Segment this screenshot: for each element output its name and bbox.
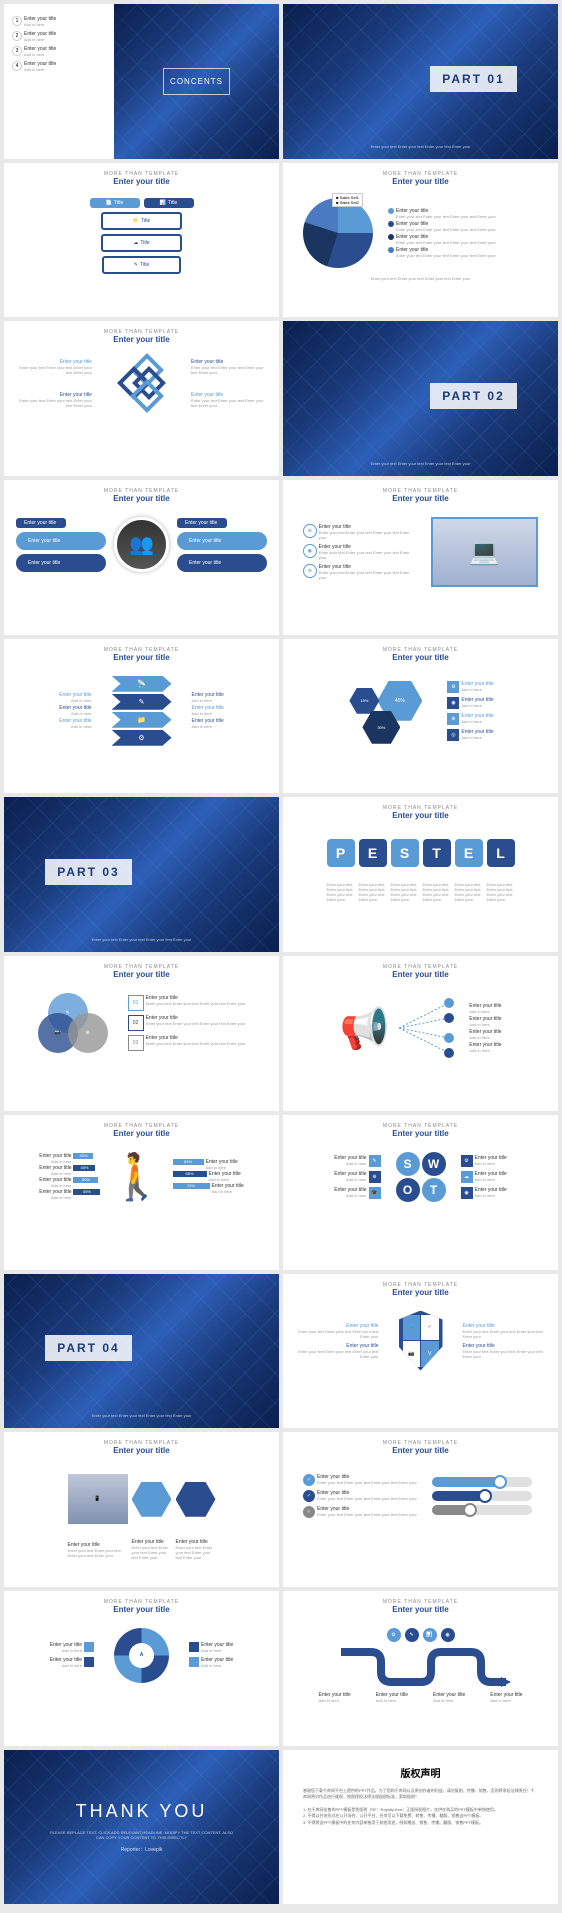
- tag-outline: 📁Title: [101, 212, 183, 230]
- slide-contents: 1Enter your titleAdd in here 2Enter your…: [4, 4, 279, 159]
- slide-8: MORE THAN TEMPLATEEnter your title ⊕Ente…: [283, 480, 558, 635]
- tag-outline: ✎Title: [102, 256, 181, 274]
- slide-hexagon: MORE THAN TEMPLATEEnter your title 45% 1…: [283, 639, 558, 794]
- toc-item: 1Enter your titleAdd in here: [12, 16, 106, 27]
- arrow-stack: 📡 ✎ 📁 ⚙: [112, 676, 172, 746]
- slide-9: MORE THAN TEMPLATEEnter your title Enter…: [4, 639, 279, 794]
- tag-box: 📄Title: [90, 198, 140, 208]
- megaphone-icon: 📢: [339, 1005, 389, 1052]
- hex-shape: [176, 1482, 216, 1517]
- tag-outline: ☁Title: [101, 234, 181, 252]
- serpentine-path: [331, 1642, 511, 1692]
- shield-graphic: 🐦 ✓ 📷 V: [399, 1311, 443, 1371]
- tablet-image: 📱: [68, 1474, 128, 1524]
- slide-pie: MORE THAN TEMPLATEEnter your title ■ Sal…: [283, 163, 558, 318]
- toc-item: 4Enter your titleAdd in here: [12, 61, 106, 72]
- copyright-text: 感谢您下载千库网平台上提供的PPT作品。为了您和千库网以及原创作者的利益，请勿复…: [283, 1788, 558, 1826]
- contents-title: CONCENTS: [163, 68, 230, 95]
- slide-megaphone: MORE THAN TEMPLATEEnter your title 📢 Ent…: [283, 956, 558, 1111]
- toc-item: 3Enter your titleAdd in here: [12, 46, 106, 57]
- slide-serpentine: MORE THAN TEMPLATEEnter your title ⚙ ✎ 📊…: [283, 1591, 558, 1746]
- slide-part01: PART 01 Enter your text Enter your text …: [283, 4, 558, 159]
- thank-you-title: THANK YOU: [76, 1801, 208, 1822]
- slide-segments: MORE THAN TEMPLATEEnter your title Enter…: [4, 1591, 279, 1746]
- venn-diagram: ✎ 📷 ⊕: [38, 993, 108, 1053]
- slide-part04: PART 04 Enter your text Enter your text …: [4, 1274, 279, 1429]
- person-icon: 🚶: [108, 1150, 164, 1203]
- progress-bars: [432, 1477, 532, 1515]
- segment-circle: A: [114, 1628, 169, 1683]
- slide-person-bars: MORE THAN TEMPLATEEnter your title Enter…: [4, 1115, 279, 1270]
- laptop-image: 💻: [431, 517, 538, 587]
- slide-shield: MORE THAN TEMPLATEEnter your title Enter…: [283, 1274, 558, 1429]
- part-label: PART 01: [430, 66, 516, 92]
- slide-hexagons: MORE THAN TEMPLATEEnter your title 📱 Ent…: [4, 1432, 279, 1587]
- slide-venn: MORE THAN TEMPLATEEnter your title ✎ 📷 ⊕…: [4, 956, 279, 1111]
- slide-progress: MORE THAN TEMPLATEEnter your title ✓Ente…: [283, 1432, 558, 1587]
- connector-lines: [399, 993, 459, 1063]
- slide-diamonds: MORE THAN TEMPLATEEnter your title Enter…: [4, 321, 279, 476]
- slide-swot: MORE THAN TEMPLATEEnter your title Enter…: [283, 1115, 558, 1270]
- swot-grid: S W O T: [396, 1152, 446, 1202]
- tag-box: 📊Title: [144, 198, 194, 208]
- toc-item: 2Enter your titleAdd in here: [12, 31, 106, 42]
- slide-part03: PART 03 Enter your text Enter your text …: [4, 797, 279, 952]
- hex-shape: [132, 1482, 172, 1517]
- pie-chart: ■ Sales Set1■ Sales Set2: [303, 198, 373, 268]
- diamond-graphic: [122, 358, 161, 408]
- hex-chart: 45% 15% 30%: [347, 676, 427, 746]
- part-desc: Enter your text Enter your text Enter yo…: [311, 144, 531, 149]
- slide-7: MORE THAN TEMPLATEEnter your title Enter…: [4, 480, 279, 635]
- slide-thankyou: THANK YOU PLEASE REPLACE TEXT. CLICK ADD…: [4, 1750, 279, 1905]
- slide-part02: PART 02 Enter your text Enter your text …: [283, 321, 558, 476]
- team-image: 👥: [114, 517, 169, 572]
- slide-3: MORE THAN TEMPLATEEnter your title 📄Titl…: [4, 163, 279, 318]
- slide-copyright: 版权声明 感谢您下载千库网平台上提供的PPT作品。为了您和千库网以及原创作者的利…: [283, 1750, 558, 1905]
- slide-pestel: MORE THAN TEMPLATEEnter your title P E S…: [283, 797, 558, 952]
